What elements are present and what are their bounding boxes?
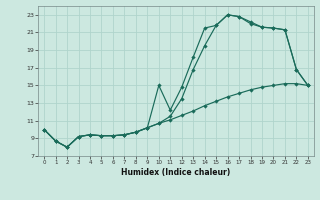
X-axis label: Humidex (Indice chaleur): Humidex (Indice chaleur) xyxy=(121,168,231,177)
